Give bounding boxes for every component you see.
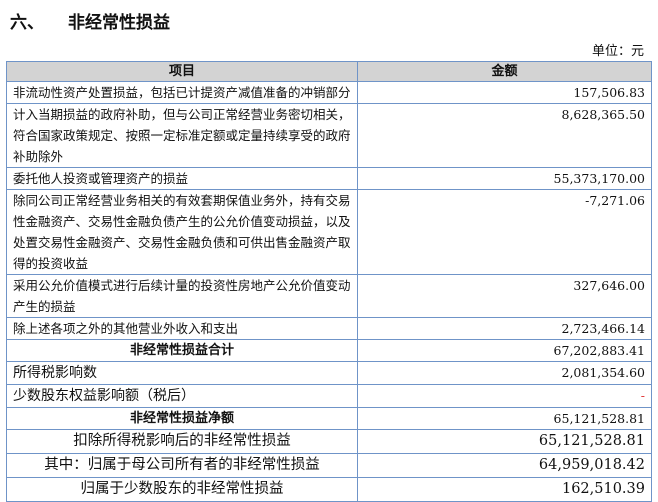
row-item: 少数股东权益影响额（税后） (6, 384, 358, 408)
table-row: 采用公允价值模式进行后续计量的投资性房地产公允价值变动产生的损益 327,646.… (6, 274, 652, 318)
row-item: 采用公允价值模式进行后续计量的投资性房地产公允价值变动产生的损益 (6, 274, 358, 318)
table-row: 所得税影响数 2,081,354.60 (6, 361, 652, 385)
row-amount: 2,081,354.60 (357, 361, 652, 385)
row-amount: 67,202,883.41 (357, 339, 652, 362)
section-title: 非经常性损益 (68, 13, 170, 33)
row-item: 扣除所得税影响后的非经常性损益 (6, 429, 358, 454)
header-item: 项目 (6, 61, 358, 82)
row-amount: 327,646.00 (357, 274, 652, 318)
row-amount: - (357, 384, 652, 408)
non-recurring-gains-table: 项目 金额 非流动性资产处置损益，包括已计提资产减值准备的冲销部分 157,506… (6, 61, 652, 502)
row-item: 非经常性损益合计 (6, 339, 358, 362)
row-amount: 8,628,365.50 (357, 103, 652, 168)
table-row: 其中：归属于母公司所有者的非经常性损益 64,959,018.42 (6, 453, 652, 478)
row-item: 非经常性损益净额 (6, 407, 358, 430)
table-row: 非流动性资产处置损益，包括已计提资产减值准备的冲销部分 157,506.83 (6, 81, 652, 104)
header-amount: 金额 (357, 61, 652, 82)
row-amount: 157,506.83 (357, 81, 652, 104)
table-row: 非经常性损益合计 67,202,883.41 (6, 339, 652, 362)
row-item: 除上述各项之外的其他营业外收入和支出 (6, 317, 358, 340)
row-item: 所得税影响数 (6, 361, 358, 385)
row-amount: 64,959,018.42 (357, 453, 652, 478)
row-item: 其中：归属于母公司所有者的非经常性损益 (6, 453, 358, 478)
row-amount: 65,121,528.81 (357, 407, 652, 430)
section-number: 六、 (10, 13, 44, 33)
row-amount: 55,373,170.00 (357, 167, 652, 190)
section-heading: 六、 非经常性损益 (10, 8, 170, 33)
row-item: 除同公司正常经营业务相关的有效套期保值业务外，持有交易性金融资产、交易性金融负债… (6, 189, 358, 275)
table-row: 少数股东权益影响额（税后） - (6, 384, 652, 408)
row-amount: 2,723,466.14 (357, 317, 652, 340)
table-header: 项目 金额 (6, 61, 652, 82)
row-item: 非流动性资产处置损益，包括已计提资产减值准备的冲销部分 (6, 81, 358, 104)
table-row: 扣除所得税影响后的非经常性损益 65,121,528.81 (6, 429, 652, 454)
row-item: 计入当期损益的政府补助，但与公司正常经营业务密切相关，符合国家政策规定、按照一定… (6, 103, 358, 168)
row-amount: -7,271.06 (357, 189, 652, 275)
table-row: 除同公司正常经营业务相关的有效套期保值业务外，持有交易性金融资产、交易性金融负债… (6, 189, 652, 275)
table-row: 除上述各项之外的其他营业外收入和支出 2,723,466.14 (6, 317, 652, 340)
table-row: 计入当期损益的政府补助，但与公司正常经营业务密切相关，符合国家政策规定、按照一定… (6, 103, 652, 168)
row-item: 委托他人投资或管理资产的损益 (6, 167, 358, 190)
unit-label: 单位：元 (591, 44, 644, 59)
row-amount: 65,121,528.81 (357, 429, 652, 454)
table-row: 委托他人投资或管理资产的损益 55,373,170.00 (6, 167, 652, 190)
table-row: 非经常性损益净额 65,121,528.81 (6, 407, 652, 430)
